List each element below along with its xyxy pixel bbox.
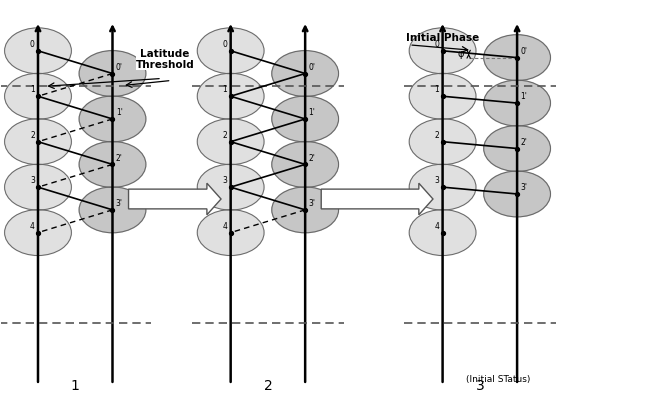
Text: 0: 0 [30,40,35,49]
Text: 2: 2 [435,131,439,140]
Text: Latitude
Threshold: Latitude Threshold [136,49,195,70]
Ellipse shape [409,28,476,74]
Ellipse shape [5,73,72,119]
Text: 3: 3 [435,176,439,185]
Text: 1: 1 [30,85,35,94]
Ellipse shape [197,210,264,256]
Text: (Initial STatus): (Initial STatus) [466,375,531,384]
Ellipse shape [5,119,72,165]
Text: 3': 3' [521,183,528,192]
Text: 1': 1' [521,92,527,101]
Text: 0': 0' [308,63,315,72]
Ellipse shape [409,119,476,165]
Text: 0': 0' [521,47,528,56]
Text: 2': 2' [115,154,123,163]
Text: 2': 2' [521,138,527,147]
Text: 0: 0 [435,40,439,49]
Text: 3: 3 [475,378,484,393]
Text: 1: 1 [71,378,80,393]
Ellipse shape [272,187,339,233]
Ellipse shape [197,119,264,165]
Ellipse shape [484,80,550,126]
Ellipse shape [79,96,146,142]
Text: 2': 2' [308,154,315,163]
Ellipse shape [484,171,550,217]
Text: 3: 3 [30,176,35,185]
Text: 1: 1 [435,85,439,94]
Text: 1': 1' [308,108,315,117]
Ellipse shape [409,164,476,210]
Ellipse shape [79,187,146,233]
Ellipse shape [79,142,146,187]
Ellipse shape [5,164,72,210]
Text: 3': 3' [308,199,315,208]
Ellipse shape [272,142,339,187]
Ellipse shape [272,96,339,142]
Ellipse shape [409,210,476,256]
Ellipse shape [197,164,264,210]
Text: 2: 2 [30,131,35,140]
Text: Initial Phase: Initial Phase [406,33,479,43]
Ellipse shape [484,126,550,172]
Text: 2: 2 [264,378,272,393]
Ellipse shape [197,28,264,74]
Text: φ: φ [457,49,464,59]
Polygon shape [321,183,433,215]
Text: 4: 4 [435,222,439,230]
Text: 4: 4 [30,222,35,230]
Text: 3': 3' [115,199,123,208]
Ellipse shape [272,51,339,96]
Ellipse shape [484,35,550,80]
Ellipse shape [5,210,72,256]
Text: 3: 3 [223,176,228,185]
Text: 1': 1' [115,108,123,117]
Text: 0: 0 [223,40,228,49]
Ellipse shape [79,51,146,96]
Polygon shape [128,183,221,215]
Text: 2: 2 [223,131,228,140]
Text: 1: 1 [223,85,228,94]
Ellipse shape [197,73,264,119]
Ellipse shape [409,73,476,119]
Text: 0': 0' [115,63,123,72]
Ellipse shape [5,28,72,74]
Text: 4: 4 [223,222,228,230]
